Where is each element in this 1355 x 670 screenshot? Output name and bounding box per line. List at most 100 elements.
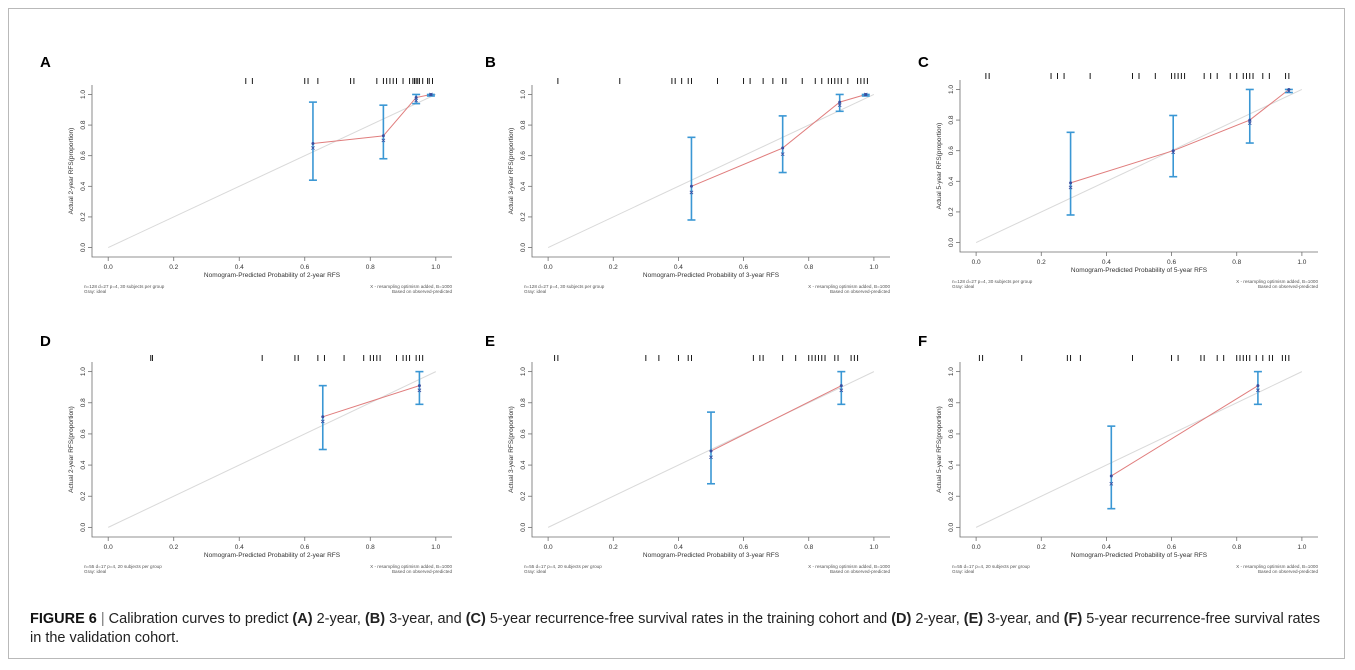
ideal-line — [975, 89, 1303, 243]
calibration-figure: A 0.0 0.2 0.4 0.6 0.8 1.0 0.0 0.2 0.4 0.6 0.8 1.0 Nom… — [40, 54, 1318, 574]
y-axis-label: Actual 3-year RFS(proportion) — [508, 406, 515, 493]
observed-point — [689, 184, 693, 188]
corrected-point — [1286, 89, 1291, 93]
x-tick-label: 0.4 — [674, 264, 683, 271]
corrected-point — [839, 388, 844, 393]
footnote-right: Based on observed-predicted — [392, 569, 452, 574]
x-tick-label: 1.0 — [431, 544, 440, 551]
footnote-left: Gray: ideal — [524, 569, 546, 574]
y-tick-label: 0.6 — [948, 429, 955, 438]
y-tick-label: 0.6 — [80, 429, 87, 438]
y-tick-label: 0.8 — [80, 398, 87, 407]
y-tick-label: 0.2 — [948, 207, 955, 216]
footnote-right: X - resampling optimism added, B=1000 — [370, 564, 452, 569]
caption-text: 3-year, and — [385, 611, 466, 627]
y-tick-label: 0.6 — [948, 146, 955, 155]
observed-point — [838, 100, 842, 104]
x-tick-label: 0.2 — [609, 544, 618, 551]
y-tick-label: 0.2 — [80, 212, 87, 221]
footnote-right: X - resampling optimism added, B=1000 — [1236, 279, 1318, 284]
x-tick-label: 0.8 — [804, 264, 813, 271]
footnote-right: X - resampling optimism added, B=1000 — [808, 284, 890, 289]
calibration-panel-c: C 0.0 0.2 0.4 0.6 0.8 1.0 0.0 0.2 0.4 0.6 0.8 1.0 Nom… — [918, 54, 1318, 289]
y-tick-label: 1.0 — [520, 90, 527, 99]
x-tick-label: 0.6 — [739, 544, 748, 551]
y-tick-label: 0.0 — [80, 522, 87, 531]
x-tick-label: 0.6 — [739, 264, 748, 271]
y-tick-label: 0.0 — [948, 522, 955, 531]
corrected-point — [311, 146, 315, 150]
footnote-left: Gray: ideal — [952, 569, 974, 574]
calibration-line — [312, 93, 431, 144]
observed-point — [781, 146, 785, 150]
footnote-right: Based on observed-predicted — [392, 289, 452, 294]
y-axis-label: Actual 3-year RFS(proportion) — [508, 128, 515, 215]
caption-panel-ref: (A) — [292, 611, 313, 627]
x-tick-label: 1.0 — [1297, 259, 1306, 266]
corrected-point — [1068, 185, 1073, 190]
footnote-left: Gray: ideal — [952, 284, 974, 289]
y-tick-label: 0.2 — [520, 212, 527, 221]
caption-panel-ref: (F) — [1063, 611, 1083, 627]
x-tick-label: 0.4 — [235, 544, 244, 551]
x-tick-label: 0.8 — [366, 264, 375, 271]
caption-text: 5-year recurrence-free survival rates in… — [30, 611, 1320, 646]
y-tick-label: 0.8 — [948, 398, 955, 407]
corrected-point — [863, 92, 868, 97]
corrected-point — [1171, 150, 1176, 155]
caption-panel-ref: (B) — [364, 611, 386, 627]
corrected-point — [1247, 121, 1252, 126]
y-tick-label: 0.6 — [80, 151, 87, 160]
x-tick-label: 0.0 — [544, 544, 553, 551]
x-tick-label: 0.4 — [235, 264, 244, 271]
observed-point — [1248, 118, 1252, 122]
x-tick-label: 0.8 — [1232, 544, 1241, 551]
y-axis-label: Actual 2-year RFS(proportion) — [68, 406, 75, 493]
axis-frame — [959, 362, 1318, 538]
x-tick-label: 0.0 — [972, 544, 981, 551]
panel-letter: B — [485, 54, 496, 71]
y-tick-label: 0.0 — [520, 522, 527, 531]
x-axis-label: Nomogram-Predicted Probability of 2-year… — [204, 272, 341, 279]
observed-point — [321, 415, 325, 419]
y-tick-label: 0.8 — [520, 398, 527, 407]
x-tick-label: 0.2 — [169, 264, 178, 271]
ideal-line — [107, 371, 437, 528]
calibration-panel-e: E 0.0 0.2 0.4 0.6 0.8 1.0 0.0 0.2 0.4 0.6 0.8 1.0 Nom… — [485, 333, 890, 574]
x-axis-label: Nomogram-Predicted Probability of 5-year… — [1071, 552, 1208, 559]
panel-letter: D — [40, 333, 51, 350]
caption-panel-ref: (C) — [465, 611, 486, 627]
caption-text: 5-year recurrence-free survival rates in… — [485, 611, 892, 627]
x-tick-label: 0.6 — [1167, 259, 1176, 266]
x-tick-label: 0.2 — [609, 264, 618, 271]
caption-text: 2-year, — [911, 611, 964, 627]
calibration-panel-a: A 0.0 0.2 0.4 0.6 0.8 1.0 0.0 0.2 0.4 0.6 0.8 1.0 Nom… — [40, 54, 452, 294]
observed-point — [311, 141, 315, 145]
observed-point — [1109, 474, 1113, 478]
panel-letter: E — [485, 333, 495, 350]
caption-text: Calibration curves to predict — [108, 611, 293, 627]
observed-point — [1256, 384, 1260, 388]
x-tick-label: 0.0 — [972, 259, 981, 266]
x-axis-label: Nomogram-Predicted Probability of 2-year… — [204, 552, 341, 559]
corrected-point — [381, 138, 386, 143]
axis-frame — [531, 85, 890, 258]
footnote-right: Based on observed-predicted — [830, 289, 890, 294]
caption-separator: | — [100, 611, 105, 627]
corrected-point — [320, 419, 325, 424]
x-axis-label: Nomogram-Predicted Probability of 3-year… — [643, 552, 780, 559]
y-tick-label: 0.6 — [520, 151, 527, 160]
ideal-line — [107, 94, 437, 248]
axis-frame — [91, 362, 452, 538]
y-tick-label: 0.4 — [80, 460, 87, 469]
y-tick-label: 1.0 — [948, 367, 955, 376]
caption-body: Calibration curves to predict (A) 2-year… — [30, 611, 1320, 646]
y-tick-label: 0.6 — [520, 429, 527, 438]
y-axis-label: Actual 5-year RFS(proportion) — [936, 123, 943, 210]
calibration-line — [322, 385, 420, 418]
axis-frame — [531, 362, 890, 538]
corrected-point — [429, 92, 433, 97]
y-tick-label: 1.0 — [520, 367, 527, 376]
y-tick-label: 0.2 — [520, 491, 527, 500]
x-tick-label: 0.4 — [674, 544, 683, 551]
